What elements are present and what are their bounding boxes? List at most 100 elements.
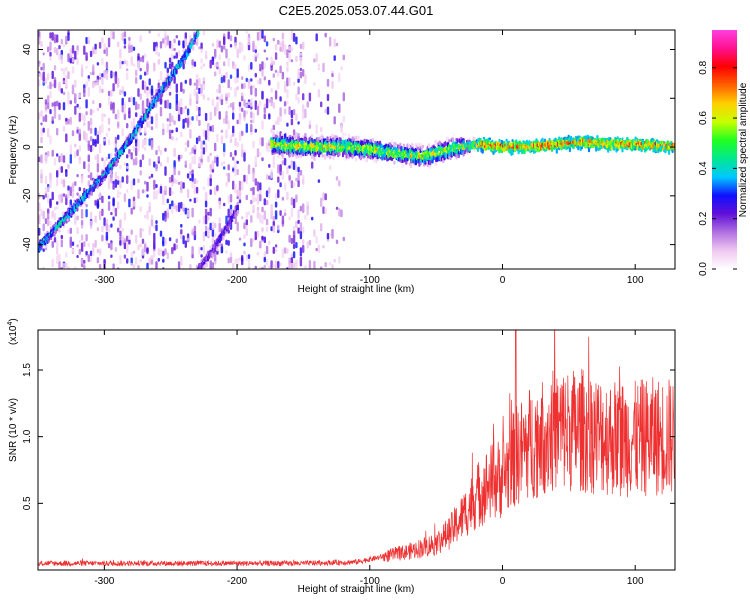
spectrogram-signal-cell bbox=[355, 157, 358, 162]
spectrogram-noise-cell bbox=[223, 161, 226, 165]
spectrogram-signal-cell bbox=[228, 224, 231, 227]
spectrogram-noise-cell bbox=[254, 100, 257, 110]
spectrogram-noise-cell bbox=[177, 50, 181, 57]
spectrogram-noise-cell bbox=[58, 53, 61, 61]
spectrogram-signal-cell bbox=[352, 137, 355, 141]
spectrogram-noise-cell bbox=[200, 65, 203, 70]
spectrogram-noise-cell bbox=[320, 223, 323, 232]
spectrogram-noise-cell bbox=[144, 189, 147, 193]
spectrogram-noise-cell bbox=[128, 97, 131, 103]
spectrogram-noise-cell bbox=[130, 180, 133, 190]
spectrogram-noise-cell bbox=[241, 76, 244, 81]
spectrogram-noise-cell bbox=[247, 64, 251, 72]
spectrogram-noise-cell bbox=[234, 150, 237, 156]
spectrogram-noise-cell bbox=[58, 155, 61, 163]
spectrogram-noise-cell bbox=[227, 257, 230, 264]
spectrogram-noise-cell bbox=[191, 147, 194, 154]
spectrogram-noise-cell bbox=[112, 31, 115, 40]
spectrogram-noise-cell bbox=[243, 99, 246, 107]
spectrogram-noise-cell bbox=[139, 170, 142, 176]
spectrogram-noise-cell bbox=[153, 232, 156, 243]
spectrogram-noise-cell bbox=[168, 91, 172, 96]
spectrogram-noise-cell bbox=[40, 128, 43, 136]
spectrogram-noise-cell bbox=[126, 123, 129, 129]
spectrogram-noise-cell bbox=[209, 222, 212, 231]
spectrogram-noise-cell bbox=[166, 252, 169, 260]
spectrogram-noise-cell bbox=[256, 105, 260, 116]
spectrogram-noise-cell bbox=[202, 186, 206, 191]
spectrogram-noise-cell bbox=[130, 96, 133, 103]
spectrogram-noise-cell bbox=[329, 261, 332, 266]
spectrogram-noise-cell bbox=[110, 242, 113, 251]
spectrogram-noise-cell bbox=[202, 30, 206, 36]
spectrogram-noise-cell bbox=[218, 67, 221, 75]
spectrogram-noise-cell bbox=[44, 186, 48, 194]
spectrogram-noise-cell bbox=[322, 62, 325, 73]
spectrogram-noise-cell bbox=[256, 206, 260, 211]
spectrogram-noise-cell bbox=[227, 164, 230, 171]
spectrogram-noise-cell bbox=[123, 109, 127, 115]
spectrogram-noise-cell bbox=[121, 227, 124, 232]
spectrogram-noise-cell bbox=[60, 239, 63, 248]
spectrogram-noise-cell bbox=[103, 258, 106, 263]
spectrogram-noise-cell bbox=[238, 45, 242, 54]
spectrogram-noise-cell bbox=[295, 93, 298, 101]
spectrogram-noise-cell bbox=[245, 174, 248, 184]
spectrogram-noise-cell bbox=[234, 258, 237, 264]
spectrogram-noise-cell bbox=[342, 115, 345, 123]
spectrogram-noise-cell bbox=[51, 259, 54, 268]
spectrogram-noise-cell bbox=[155, 163, 158, 172]
spectrogram-noise-cell bbox=[286, 248, 289, 254]
spectrogram-noise-cell bbox=[166, 156, 169, 164]
spectrogram-noise-cell bbox=[202, 80, 206, 85]
spectrogram-noise-cell bbox=[198, 87, 201, 95]
spectrogram-noise-cell bbox=[126, 60, 129, 67]
spectrogram-noise-cell bbox=[137, 178, 140, 184]
spectrogram-noise-cell bbox=[60, 153, 63, 162]
spectrogram-noise-cell bbox=[259, 67, 262, 72]
spectrogram-noise-cell bbox=[200, 42, 203, 50]
spectrogram-noise-cell bbox=[76, 192, 79, 196]
spectrogram-noise-cell bbox=[175, 83, 178, 93]
spectrogram-signal-cell bbox=[285, 151, 288, 156]
spectrogram-noise-cell bbox=[297, 209, 300, 219]
spectrogram-noise-cell bbox=[56, 201, 59, 205]
spectrogram-noise-cell bbox=[101, 208, 104, 217]
spectrogram-noise-cell bbox=[290, 180, 294, 189]
spectrogram-noise-cell bbox=[180, 131, 183, 137]
spectrogram-noise-cell bbox=[283, 212, 287, 217]
spectrogram-noise-cell bbox=[232, 168, 235, 172]
spectrogram-noise-cell bbox=[69, 186, 72, 197]
spectrogram-noise-cell bbox=[74, 50, 77, 60]
spectrogram-noise-cell bbox=[51, 102, 54, 107]
spectrogram-noise-cell bbox=[89, 172, 93, 181]
spectrogram-noise-cell bbox=[297, 97, 300, 104]
spectrogram-noise-cell bbox=[89, 127, 93, 134]
spectrogram-noise-cell bbox=[297, 71, 300, 80]
spectrogram-noise-cell bbox=[225, 181, 228, 187]
spectrogram-noise-cell bbox=[259, 193, 262, 202]
spectrogram-noise-cell bbox=[162, 236, 165, 247]
spectrogram-noise-cell bbox=[40, 66, 43, 71]
spectrogram-noise-cell bbox=[313, 155, 316, 161]
spectrogram-noise-cell bbox=[245, 228, 248, 236]
spectrogram-noise-cell bbox=[263, 198, 266, 206]
spectrogram-noise-cell bbox=[198, 119, 201, 127]
spectrogram-noise-cell bbox=[245, 30, 248, 34]
spectrogram-noise-cell bbox=[320, 127, 323, 133]
spectrogram-noise-cell bbox=[259, 152, 262, 156]
spectrogram-noise-cell bbox=[150, 88, 154, 96]
spectrogram-noise-cell bbox=[340, 209, 343, 218]
spectrogram-noise-cell bbox=[292, 225, 296, 232]
spectrogram-noise-cell bbox=[53, 47, 57, 54]
spectrogram-signal-cell bbox=[140, 115, 143, 119]
spectrogram-noise-cell bbox=[51, 241, 54, 248]
spectrogram-noise-cell bbox=[130, 120, 133, 129]
spectrogram-noise-cell bbox=[234, 137, 237, 146]
spectrogram-noise-cell bbox=[180, 229, 183, 235]
spectrogram-noise-cell bbox=[202, 231, 206, 242]
spectrogram-noise-cell bbox=[85, 52, 88, 61]
spectrogram-noise-cell bbox=[225, 239, 228, 245]
spectrogram-noise-cell bbox=[114, 113, 118, 120]
spectrogram-noise-cell bbox=[137, 244, 140, 251]
